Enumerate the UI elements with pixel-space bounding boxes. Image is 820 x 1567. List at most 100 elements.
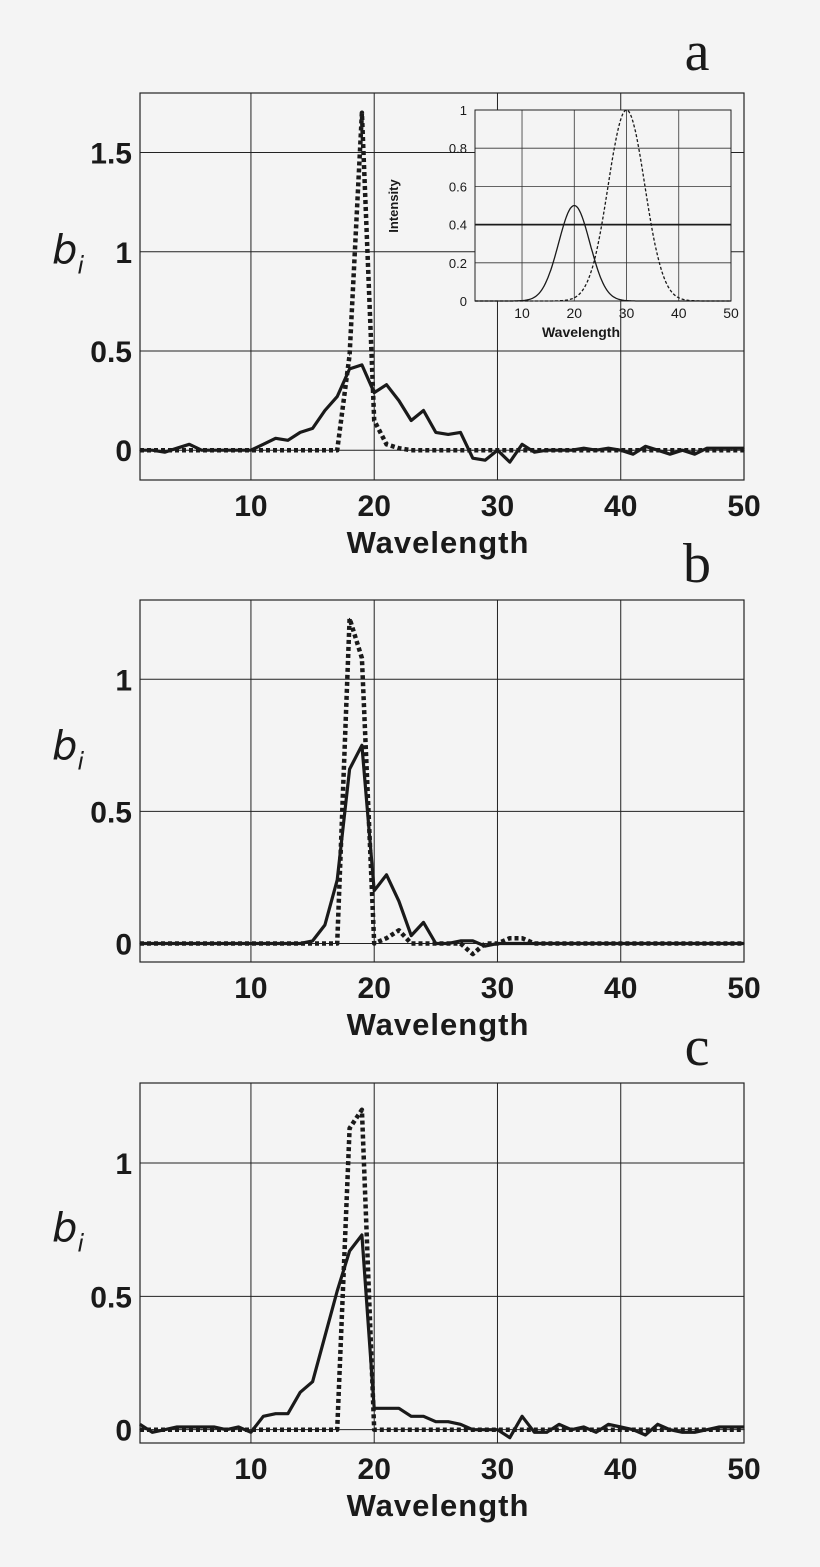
data-point-dotted: [509, 449, 511, 451]
data-point-solid: [361, 364, 363, 366]
data-point-dotted: [496, 1429, 499, 1431]
data-point-dotted: [681, 1429, 683, 1431]
data-point-dotted: [361, 657, 363, 659]
data-point-dotted: [225, 1429, 227, 1431]
data-point-dotted: [459, 942, 462, 945]
data-point-dotted: [669, 942, 671, 945]
data-point-dotted: [595, 449, 597, 451]
data-point-solid: [324, 1335, 326, 1337]
data-point-dotted: [262, 942, 264, 945]
data-point-solid: [361, 1234, 363, 1236]
data-point-dotted: [447, 942, 449, 945]
data-point-solid: [299, 1391, 301, 1393]
data-point-dotted: [669, 1429, 671, 1431]
data-point-solid: [681, 1431, 683, 1433]
data-point-dotted: [718, 449, 720, 451]
data-point-dotted: [546, 942, 548, 945]
inset-x-axis-title: Wavelength: [542, 324, 620, 340]
data-point-dotted: [570, 942, 573, 945]
data-point-solid: [250, 1431, 252, 1433]
data-point-solid: [447, 1421, 449, 1423]
data-point-dotted: [533, 1429, 536, 1431]
data-point-dotted: [694, 1429, 696, 1431]
data-point-dotted: [546, 449, 548, 451]
x-tick-label: 30: [481, 972, 514, 1005]
data-point-solid: [410, 934, 412, 937]
data-point-dotted: [201, 1429, 203, 1431]
data-point-dotted: [213, 449, 215, 451]
data-point-solid: [385, 384, 388, 386]
data-point-dotted: [139, 942, 141, 945]
data-point-dotted: [731, 1429, 733, 1431]
data-point-dotted: [139, 1429, 141, 1431]
inset-frame: [474, 109, 732, 302]
y-tick-label: 1.5: [90, 138, 132, 171]
data-point-dotted: [743, 942, 745, 945]
data-point-dotted: [496, 449, 499, 451]
y-axis-title: bi: [52, 227, 84, 279]
data-point-dotted: [287, 942, 289, 945]
data-point-dotted: [459, 1429, 462, 1431]
x-tick-label: 40: [604, 490, 637, 523]
data-point-dotted: [422, 1429, 425, 1431]
data-point-solid: [139, 1423, 141, 1425]
data-point-dotted: [311, 1429, 314, 1431]
data-point-dotted: [238, 942, 240, 945]
data-point-solid: [311, 1381, 314, 1383]
data-point-solid: [583, 447, 585, 449]
data-point-solid: [151, 1431, 153, 1433]
data-point-dotted: [546, 1429, 548, 1431]
data-point-dotted: [558, 1429, 560, 1431]
data-point-dotted: [274, 449, 277, 451]
data-point-dotted: [250, 449, 252, 451]
y-tick-label: 1: [115, 664, 132, 697]
data-point-dotted: [509, 937, 511, 939]
y-tick-label: 0: [115, 435, 132, 468]
data-point-dotted: [657, 449, 659, 451]
inset-y-tick-label: 0.4: [449, 218, 467, 233]
data-point-dotted: [250, 942, 252, 945]
data-point-dotted: [176, 1429, 178, 1431]
data-point-dotted: [435, 942, 437, 945]
data-point-solid: [422, 409, 425, 412]
data-point-solid: [731, 1426, 733, 1428]
y-axis-title-subscript: i: [77, 747, 84, 775]
data-point-dotted: [496, 942, 499, 945]
data-point-dotted: [238, 1429, 240, 1431]
data-point-dotted: [373, 942, 375, 945]
data-point-solid: [299, 431, 301, 433]
data-point-dotted: [657, 1429, 659, 1431]
plot-area: [140, 1083, 744, 1443]
data-point-dotted: [164, 449, 166, 451]
data-point-solid: [422, 1415, 425, 1417]
data-point-dotted: [336, 449, 338, 451]
data-point-solid: [188, 1426, 190, 1428]
inset-x-tick-label: 50: [723, 305, 739, 321]
x-tick-label: 20: [358, 490, 391, 523]
data-point-dotted: [521, 449, 523, 451]
y-axis-title-main: b: [52, 723, 77, 769]
x-tick-label: 20: [358, 1453, 391, 1486]
data-point-dotted: [324, 942, 326, 945]
data-point-dotted: [188, 942, 190, 945]
data-point-dotted: [607, 1429, 610, 1431]
data-point-dotted: [706, 449, 708, 451]
x-tick-label: 50: [727, 1453, 760, 1486]
data-point-dotted: [410, 942, 412, 945]
data-point-dotted: [385, 443, 388, 445]
data-point-dotted: [570, 449, 573, 451]
data-point-dotted: [311, 449, 314, 451]
data-point-dotted: [225, 942, 227, 945]
data-point-dotted: [607, 942, 610, 945]
inset-x-tick-label: 10: [514, 305, 530, 321]
data-point-dotted: [151, 1429, 153, 1431]
x-axis-title: Wavelength: [347, 1007, 530, 1042]
data-point-dotted: [213, 942, 215, 945]
data-point-dotted: [348, 354, 351, 356]
data-point-solid: [694, 1431, 696, 1433]
y-axis-title: bi: [52, 1205, 84, 1257]
panel-letter: c: [685, 1016, 710, 1078]
data-point-solid: [336, 1290, 338, 1292]
x-tick-label: 10: [234, 490, 267, 523]
y-tick-label: 0: [115, 1415, 132, 1448]
